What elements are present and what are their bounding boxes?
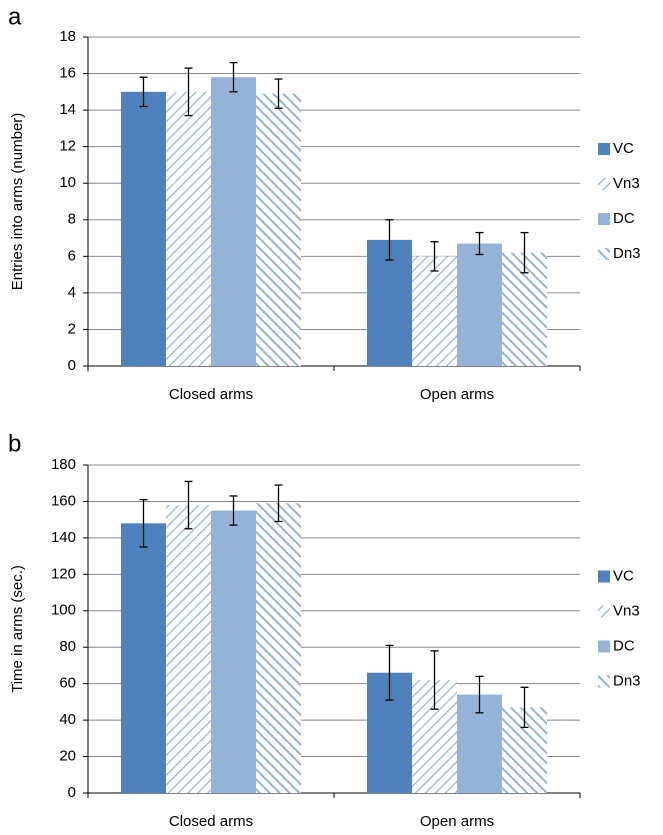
y-tick-label: 40: [59, 711, 76, 728]
y-tick-label: 0: [68, 357, 76, 374]
y-axis-label: Time in arms (sec.): [9, 565, 26, 693]
bar: [121, 91, 166, 366]
error-bar: [274, 78, 283, 109]
legend-swatch: [598, 605, 610, 618]
legend-swatch: [598, 640, 610, 653]
y-tick-label: 140: [51, 529, 76, 546]
legend-label: Vn3: [613, 602, 640, 619]
error-bar: [520, 231, 529, 274]
bar: [412, 256, 457, 366]
error-bar: [184, 480, 193, 530]
y-tick-label: 120: [51, 565, 76, 582]
error-bar: [475, 675, 484, 714]
legend-label: Dn3: [613, 245, 641, 262]
x-tick-label: Closed arms: [169, 813, 253, 830]
bar: [457, 243, 502, 366]
error-bar: [139, 76, 148, 108]
error-bar: [385, 644, 394, 701]
y-tick-label: 60: [59, 675, 76, 692]
error-bar: [184, 67, 193, 117]
legend-label: Vn3: [613, 175, 640, 192]
bar: [367, 239, 412, 366]
y-tick-label: 18: [59, 28, 76, 45]
legend-swatch: [598, 675, 610, 688]
bar: [121, 523, 166, 793]
error-bar: [229, 495, 238, 526]
y-tick-label: 180: [51, 456, 76, 473]
x-tick-label: Closed arms: [169, 386, 253, 403]
y-tick-label: 10: [59, 174, 76, 191]
y-tick-label: 4: [68, 284, 76, 301]
legend-swatch: [598, 213, 610, 225]
error-bar: [274, 484, 283, 523]
bar: [166, 505, 211, 793]
legend-swatch: [598, 143, 610, 155]
error-bar: [139, 498, 148, 548]
legend-swatch: [598, 570, 610, 583]
legend-label: VC: [613, 140, 634, 157]
y-axis-label: Entries into arms (number): [9, 113, 26, 291]
legend-swatch: [598, 178, 610, 190]
bar: [256, 503, 301, 793]
y-tick-label: 100: [51, 602, 76, 619]
error-bar: [430, 241, 439, 272]
y-tick-label: 20: [59, 748, 76, 765]
x-tick-label: Open arms: [420, 813, 494, 830]
y-tick-label: 160: [51, 492, 76, 509]
error-bar: [475, 231, 484, 256]
y-tick-label: 2: [68, 320, 76, 337]
error-bar: [520, 686, 529, 729]
y-tick-label: 14: [59, 101, 76, 118]
bar: [256, 93, 301, 367]
error-bar: [229, 61, 238, 93]
y-tick-label: 16: [59, 65, 76, 82]
y-tick-label: 12: [59, 138, 76, 155]
panel-label: a: [8, 3, 22, 30]
panel-label: b: [8, 430, 21, 457]
y-tick-label: 6: [68, 247, 76, 264]
legend-swatch: [598, 248, 610, 260]
y-tick-label: 0: [68, 784, 76, 801]
bar: [166, 91, 211, 366]
bar: [211, 510, 256, 793]
legend-label: DC: [613, 210, 635, 227]
y-tick-label: 8: [68, 211, 76, 228]
error-bar: [385, 219, 394, 261]
x-tick-label: Open arms: [420, 386, 494, 403]
legend-label: VC: [613, 567, 634, 584]
legend-label: Dn3: [613, 672, 641, 689]
y-tick-label: 80: [59, 638, 76, 655]
bar: [211, 77, 256, 366]
error-bar: [430, 650, 439, 710]
legend-label: DC: [613, 637, 635, 654]
